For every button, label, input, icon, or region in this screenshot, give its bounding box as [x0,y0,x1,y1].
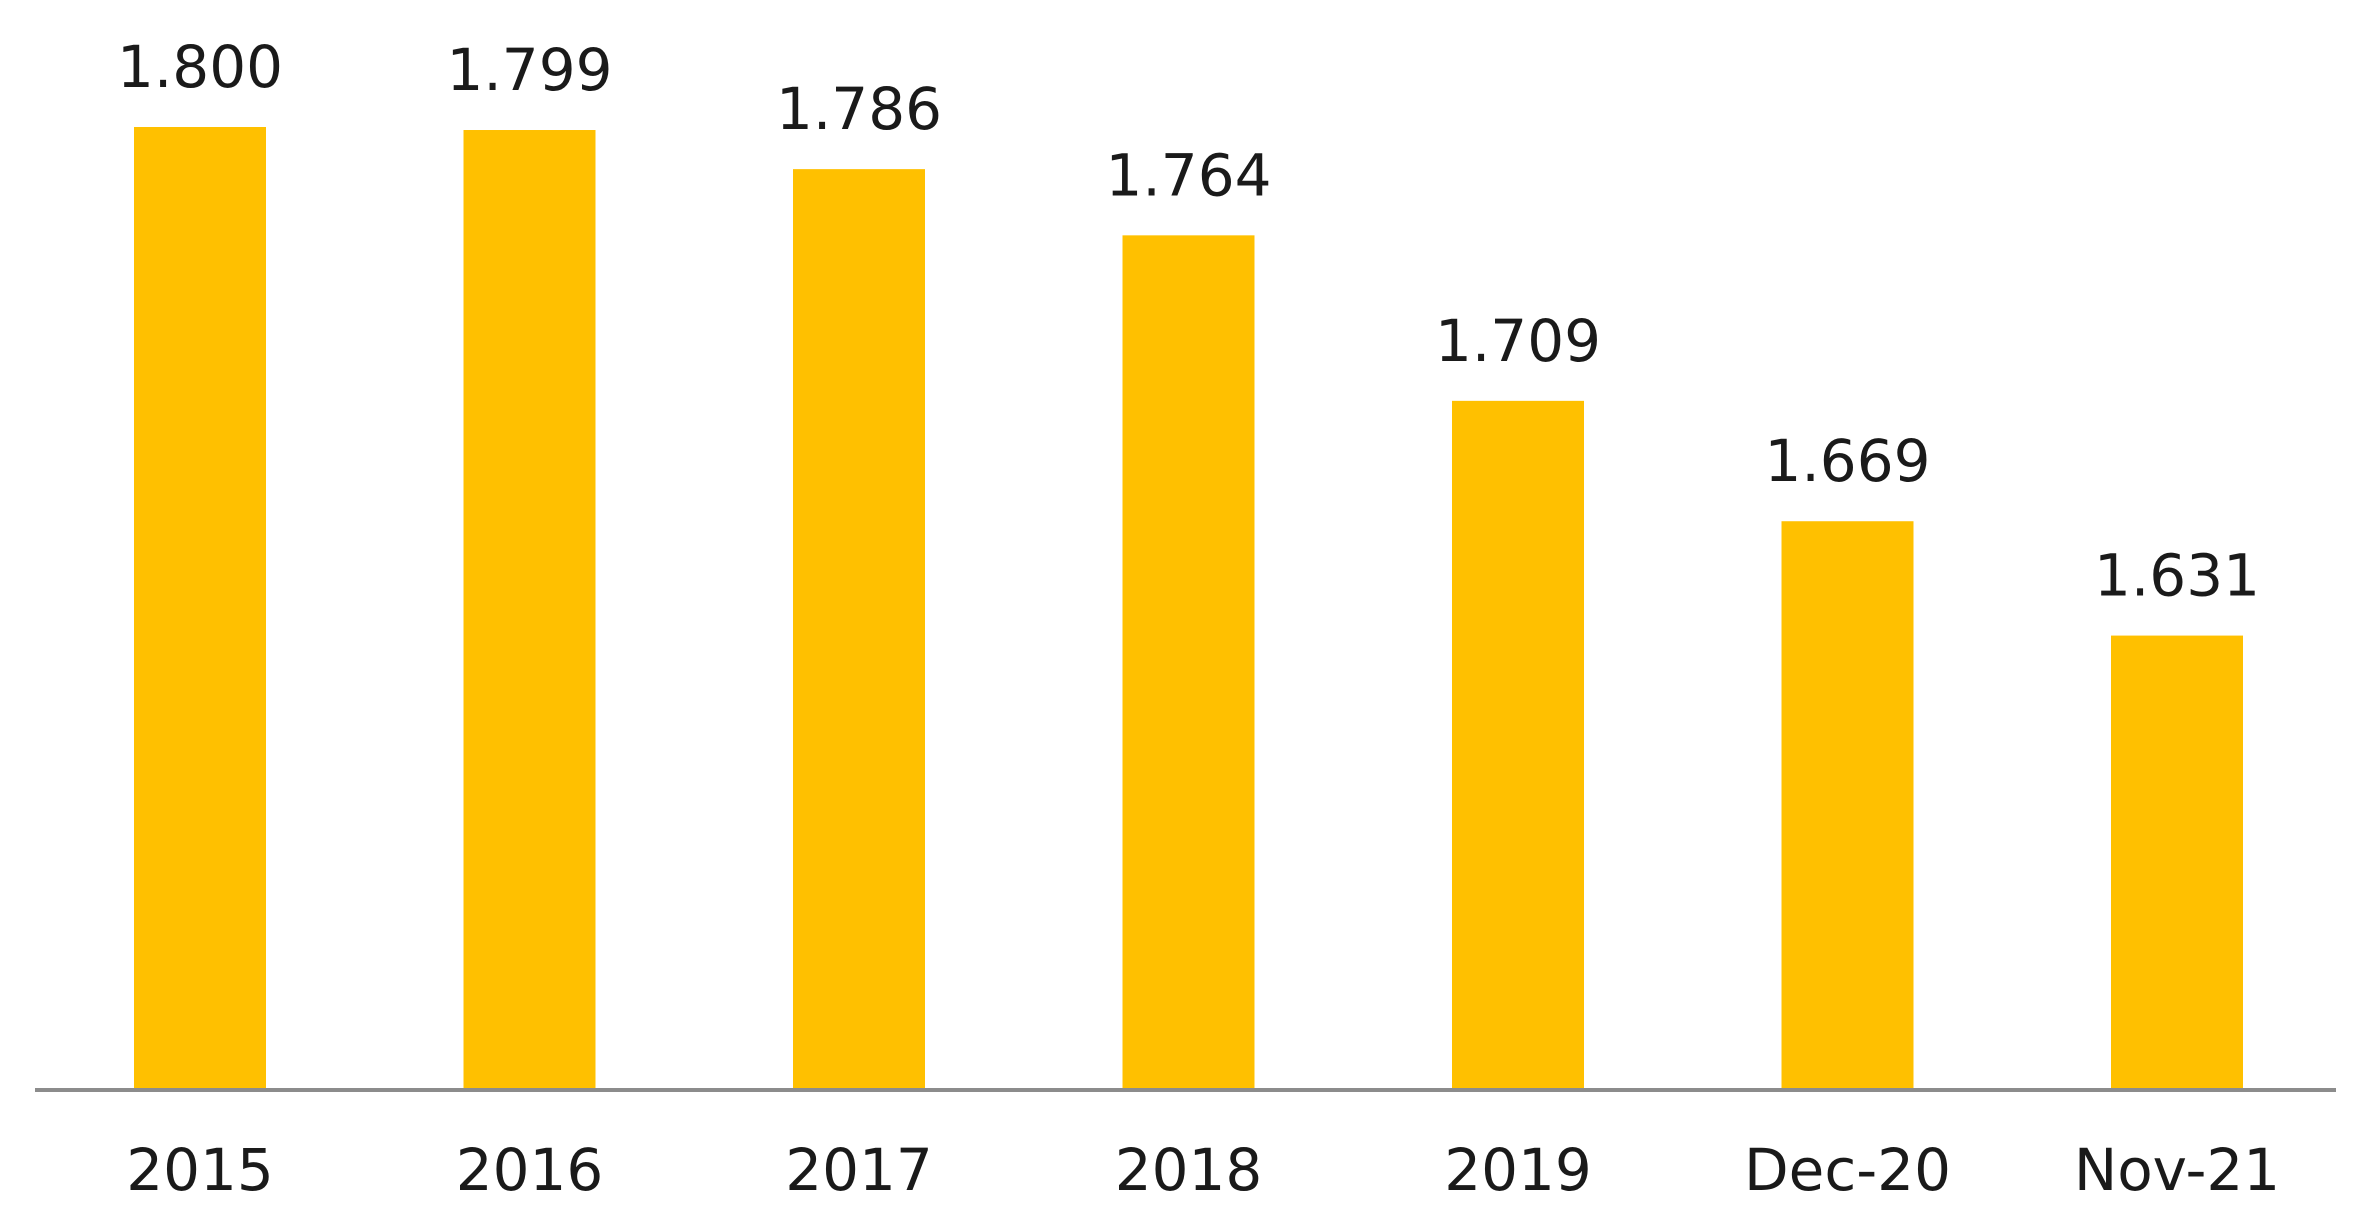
bar-2019 [1452,400,1584,1090]
bar-dec-20 [1781,521,1914,1090]
data-label-dec-20: 1.669 [1764,427,1930,495]
x-tick-label-2019: 2019 [1444,1136,1592,1204]
data-label-nov-21: 1.631 [2094,542,2260,610]
bar-nov-21 [2111,635,2243,1090]
bar-2015 [134,127,266,1090]
x-tick-label-nov-21: Nov-21 [2074,1136,2280,1204]
x-tick-label-2018: 2018 [1115,1136,1263,1204]
data-label-2015: 1.800 [117,33,283,101]
data-label-group: 1.800 1.799 1.786 1.764 1.709 1.669 1.631 [117,33,2260,610]
x-tick-label-2017: 2017 [785,1136,933,1204]
bar-2018 [1122,235,1255,1090]
x-tick-label-2016: 2016 [456,1136,604,1204]
bar-2017 [793,169,925,1091]
data-label-2018: 1.764 [1105,141,1271,209]
data-label-2019: 1.709 [1435,307,1601,375]
x-tick-label-dec-20: Dec-20 [1744,1136,1951,1204]
x-tick-label-2015: 2015 [126,1136,274,1204]
data-label-2017: 1.786 [776,75,942,143]
data-label-2016: 1.799 [446,36,612,104]
x-tick-label-group: 2015 2016 2017 2018 2019 Dec-20 Nov-21 [126,1136,2280,1204]
bar-group [134,127,2243,1091]
bar-2016 [463,130,596,1090]
